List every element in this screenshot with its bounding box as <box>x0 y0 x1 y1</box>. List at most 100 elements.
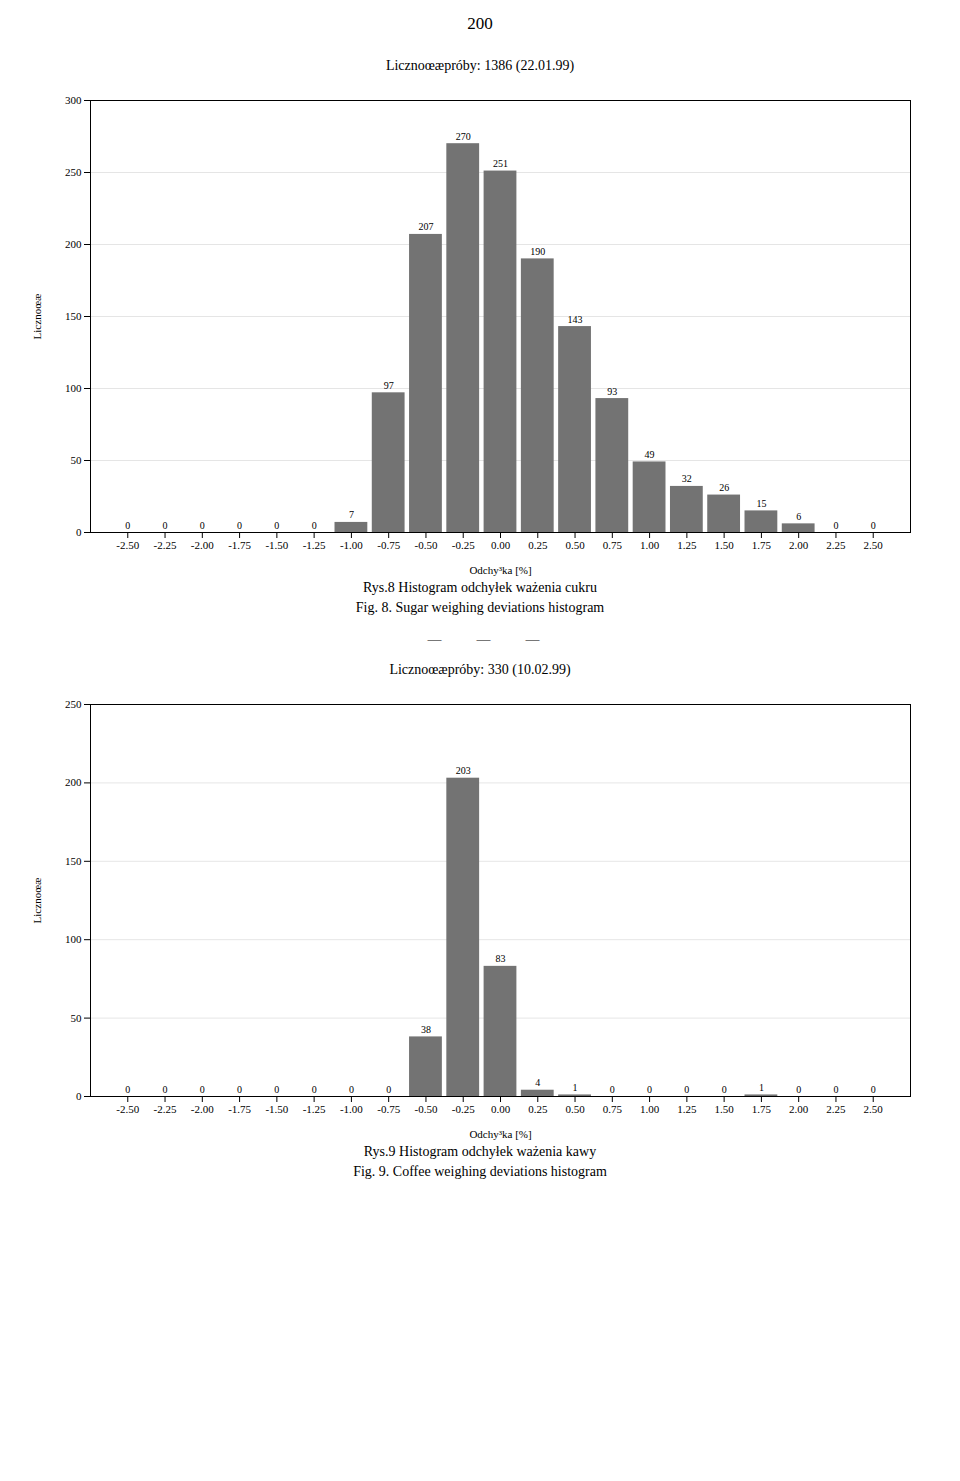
svg-text:0.50: 0.50 <box>565 539 585 551</box>
svg-text:-1.75: -1.75 <box>228 539 251 551</box>
svg-text:0: 0 <box>125 520 130 531</box>
svg-text:-0.25: -0.25 <box>452 1103 475 1115</box>
svg-text:0.25: 0.25 <box>528 539 548 551</box>
svg-text:300: 300 <box>65 94 82 106</box>
svg-text:0: 0 <box>200 1084 205 1095</box>
svg-text:-1.75: -1.75 <box>228 1103 251 1115</box>
svg-text:-1.00: -1.00 <box>340 539 363 551</box>
svg-text:-2.00: -2.00 <box>191 1103 214 1115</box>
svg-text:250: 250 <box>65 698 82 710</box>
svg-text:1: 1 <box>759 1082 764 1093</box>
svg-text:-2.50: -2.50 <box>116 539 139 551</box>
svg-text:1.75: 1.75 <box>752 1103 772 1115</box>
svg-text:1.50: 1.50 <box>715 539 735 551</box>
svg-text:-0.75: -0.75 <box>377 1103 400 1115</box>
svg-text:Licznoœæ: Licznoœæ <box>31 294 43 340</box>
svg-text:150: 150 <box>65 310 82 322</box>
svg-text:-0.50: -0.50 <box>414 1103 437 1115</box>
svg-text:0: 0 <box>163 520 168 531</box>
svg-text:0: 0 <box>76 1090 82 1102</box>
svg-text:0: 0 <box>871 1084 876 1095</box>
svg-text:0: 0 <box>796 1084 801 1095</box>
svg-text:0: 0 <box>312 1084 317 1095</box>
svg-text:0: 0 <box>125 1084 130 1095</box>
svg-text:200: 200 <box>65 776 82 788</box>
svg-text:49: 49 <box>645 449 655 460</box>
svg-text:-0.75: -0.75 <box>377 539 400 551</box>
svg-text:0: 0 <box>312 520 317 531</box>
svg-text:0: 0 <box>647 1084 652 1095</box>
svg-text:150: 150 <box>65 855 82 867</box>
svg-text:0: 0 <box>237 1084 242 1095</box>
svg-text:15: 15 <box>756 498 766 509</box>
svg-text:4: 4 <box>535 1077 540 1088</box>
svg-text:1: 1 <box>573 1082 578 1093</box>
svg-text:2.25: 2.25 <box>826 1103 846 1115</box>
svg-text:0: 0 <box>274 1084 279 1095</box>
svg-text:93: 93 <box>607 386 617 397</box>
svg-text:0: 0 <box>274 520 279 531</box>
svg-text:83: 83 <box>496 953 506 964</box>
svg-text:0: 0 <box>386 1084 391 1095</box>
svg-text:270: 270 <box>456 131 471 142</box>
svg-text:Odchy³ka [%]: Odchy³ka [%] <box>469 564 531 576</box>
svg-text:-1.50: -1.50 <box>265 1103 288 1115</box>
svg-text:1.00: 1.00 <box>640 1103 660 1115</box>
svg-text:2.50: 2.50 <box>864 1103 884 1115</box>
svg-text:100: 100 <box>65 382 82 394</box>
svg-text:-2.50: -2.50 <box>116 1103 139 1115</box>
svg-text:32: 32 <box>682 473 692 484</box>
svg-text:50: 50 <box>71 1012 83 1024</box>
svg-text:-1.50: -1.50 <box>265 539 288 551</box>
svg-text:26: 26 <box>719 482 729 493</box>
svg-text:6: 6 <box>796 511 801 522</box>
svg-text:-0.25: -0.25 <box>452 539 475 551</box>
svg-text:207: 207 <box>418 221 433 232</box>
svg-text:-1.25: -1.25 <box>303 1103 326 1115</box>
svg-text:-0.50: -0.50 <box>414 539 437 551</box>
svg-text:-2.25: -2.25 <box>154 539 177 551</box>
svg-text:2.50: 2.50 <box>864 539 884 551</box>
svg-text:2.00: 2.00 <box>789 1103 809 1115</box>
svg-text:0.50: 0.50 <box>565 1103 585 1115</box>
svg-text:50: 50 <box>71 454 83 466</box>
svg-text:0.75: 0.75 <box>603 539 623 551</box>
svg-text:0: 0 <box>684 1084 689 1095</box>
svg-text:0.75: 0.75 <box>603 1103 623 1115</box>
svg-text:Odchy³ka [%]: Odchy³ka [%] <box>469 1128 531 1140</box>
svg-text:251: 251 <box>493 158 508 169</box>
svg-text:0: 0 <box>237 520 242 531</box>
svg-text:2.00: 2.00 <box>789 539 809 551</box>
svg-text:Licznoœæ: Licznoœæ <box>31 878 43 924</box>
svg-text:190: 190 <box>530 246 545 257</box>
svg-text:143: 143 <box>568 314 583 325</box>
svg-text:1.00: 1.00 <box>640 539 660 551</box>
svg-text:-1.00: -1.00 <box>340 1103 363 1115</box>
svg-text:203: 203 <box>456 765 471 776</box>
svg-text:0: 0 <box>722 1084 727 1095</box>
svg-text:0.00: 0.00 <box>491 1103 511 1115</box>
svg-text:0: 0 <box>833 520 838 531</box>
svg-text:0: 0 <box>871 520 876 531</box>
svg-text:100: 100 <box>65 933 82 945</box>
svg-text:1.25: 1.25 <box>677 1103 697 1115</box>
svg-text:-1.25: -1.25 <box>303 539 326 551</box>
svg-text:1.25: 1.25 <box>677 539 697 551</box>
svg-text:97: 97 <box>384 380 394 391</box>
svg-text:200: 200 <box>65 238 82 250</box>
svg-text:0: 0 <box>163 1084 168 1095</box>
svg-text:7: 7 <box>349 509 354 520</box>
svg-text:0: 0 <box>349 1084 354 1095</box>
svg-text:2.25: 2.25 <box>826 539 846 551</box>
svg-text:250: 250 <box>65 166 82 178</box>
svg-text:0.25: 0.25 <box>528 1103 548 1115</box>
svg-text:0: 0 <box>610 1084 615 1095</box>
svg-text:1.50: 1.50 <box>715 1103 735 1115</box>
svg-text:1.75: 1.75 <box>752 539 772 551</box>
svg-text:0: 0 <box>833 1084 838 1095</box>
svg-text:-2.00: -2.00 <box>191 539 214 551</box>
svg-text:0: 0 <box>200 520 205 531</box>
svg-text:38: 38 <box>421 1024 431 1035</box>
svg-text:-2.25: -2.25 <box>154 1103 177 1115</box>
svg-text:0: 0 <box>76 526 82 538</box>
